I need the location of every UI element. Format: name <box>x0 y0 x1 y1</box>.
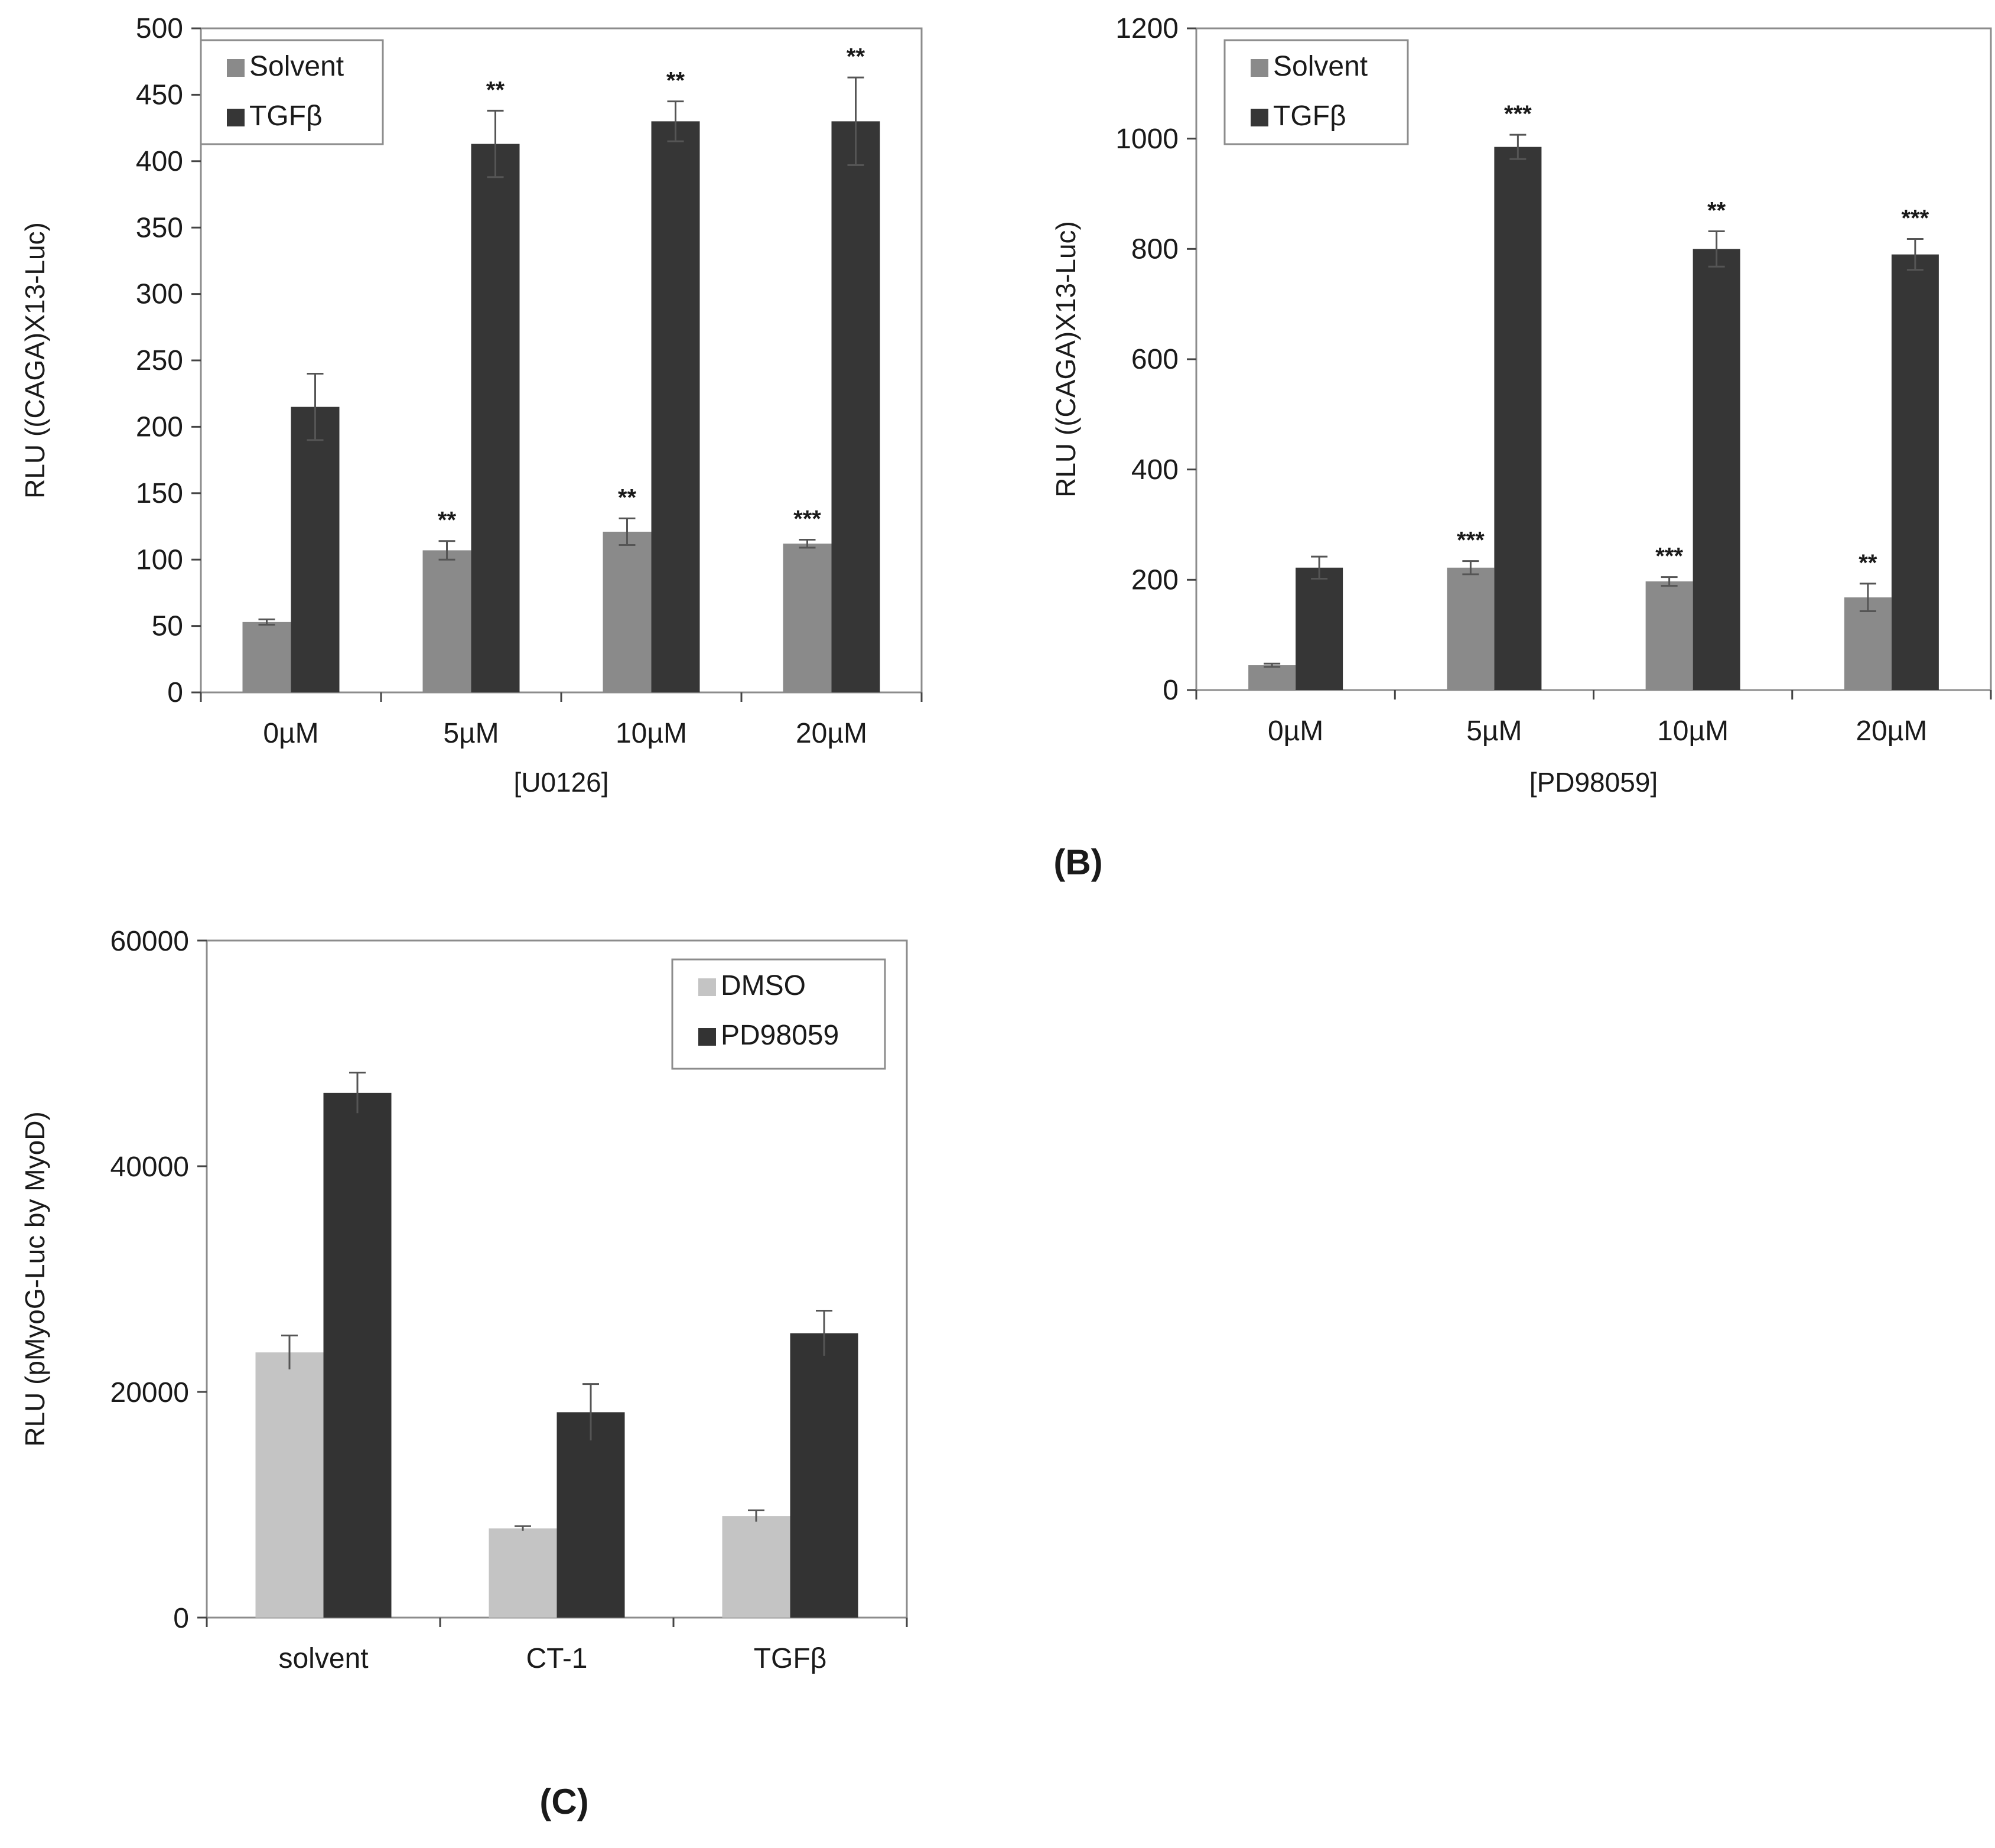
y-tick-label: 1000 <box>1115 123 1179 155</box>
legend-label: TGFβ <box>1273 100 1346 132</box>
bar-dmso-0 <box>255 1352 324 1618</box>
significance-mark: *** <box>1504 101 1532 127</box>
bar-pd98059-0 <box>323 1092 392 1618</box>
y-tick-label: 500 <box>136 13 183 44</box>
y-tick-label: 1200 <box>1115 13 1179 44</box>
legend-label: Solvent <box>249 51 344 82</box>
bar-tgf-0 <box>291 406 340 692</box>
legend-label: DMSO <box>721 970 806 1001</box>
x-axis-title: [U0126] <box>513 767 608 798</box>
panel-pd98059: 0200400600800100012000µM******5µM*****10… <box>1050 13 1992 798</box>
panel-myog: 0 20000 40000 60000 solvent CT-1 TGFβ RLU (pMyo… <box>19 926 908 1674</box>
legend-swatch <box>698 1028 716 1046</box>
y-tick-label: 0 <box>167 677 183 708</box>
y-tick-label: 200 <box>136 412 183 443</box>
panel-u0126: 0 50 100 150 200 250 300 350 400 450 500 0µM ** ** 5µM… <box>19 13 923 798</box>
y-tick-label: 350 <box>136 212 183 243</box>
legend-label: PD98059 <box>721 1020 839 1051</box>
y-tick-label: 40000 <box>110 1151 189 1183</box>
legend-box <box>1223 39 1409 145</box>
legend-swatch <box>227 59 245 77</box>
x-tick-label: 20µM <box>1856 715 1927 747</box>
legend-swatch <box>698 978 716 996</box>
significance-mark: ** <box>847 44 865 70</box>
x-tick-label: 0µM <box>1268 715 1323 747</box>
x-tick-label: CT-1 <box>526 1643 587 1674</box>
bar-pd98059-2 <box>790 1333 858 1618</box>
y-tick-label: 50 <box>152 611 183 642</box>
legend-box <box>671 958 886 1070</box>
x-tick-label: 5µM <box>443 718 499 749</box>
legend-label: TGFβ <box>249 100 323 132</box>
bar-tgf-3 <box>831 121 880 693</box>
y-tick-label: 250 <box>136 345 183 376</box>
y-tick-label: 200 <box>1131 564 1179 596</box>
y-tick-label: 100 <box>136 544 183 575</box>
y-tick-label: 450 <box>136 80 183 111</box>
y-tick-label: 600 <box>1131 344 1179 375</box>
significance-mark: *** <box>1655 544 1683 570</box>
significance-mark: *** <box>1457 528 1485 554</box>
bar-tgf-1 <box>471 144 520 693</box>
bar-tgf-0 <box>1296 567 1343 690</box>
bar-tgf-3 <box>1891 254 1939 691</box>
y-tick-label: 0 <box>1163 675 1179 706</box>
x-tick-label: solvent <box>278 1643 368 1674</box>
y-tick-label: 20000 <box>110 1377 189 1408</box>
y-tick-label: 60000 <box>110 926 189 957</box>
panel-label-c: (C) <box>539 1782 588 1821</box>
y-tick-label: 400 <box>136 146 183 177</box>
y-tick-label: 400 <box>1131 454 1179 486</box>
bar-solvent-3 <box>783 544 832 692</box>
bar-pd98059-1 <box>556 1412 625 1618</box>
significance-mark: ** <box>1707 197 1726 223</box>
significance-mark: ** <box>666 68 685 94</box>
y-tick-label: 800 <box>1131 233 1179 265</box>
bar-solvent-1 <box>422 550 471 692</box>
x-tick-label: 5µM <box>1466 715 1522 747</box>
significance-mark: *** <box>793 506 821 532</box>
bar-solvent-2 <box>1645 581 1693 690</box>
bar-solvent-1 <box>1447 567 1495 690</box>
legend-swatch <box>1251 109 1268 126</box>
bar-solvent-3 <box>1844 597 1892 690</box>
significance-mark: ** <box>438 507 457 533</box>
x-tick-label: 10µM <box>1657 715 1729 747</box>
bar-dmso-1 <box>489 1528 557 1618</box>
x-tick-label: 0µM <box>263 718 318 749</box>
bar-solvent-2 <box>603 531 652 692</box>
bar-tgf-2 <box>651 121 700 693</box>
legend-label: Solvent <box>1273 51 1368 82</box>
legend-swatch <box>1251 59 1268 77</box>
bar-solvent-0 <box>1248 665 1296 690</box>
panel-label-b: (B) <box>1053 842 1102 882</box>
legend-swatch <box>227 109 245 126</box>
significance-mark: *** <box>1902 206 1929 232</box>
x-axis-title: [PD98059] <box>1529 767 1658 798</box>
bar-dmso-2 <box>722 1516 790 1618</box>
y-tick-label: 0 <box>173 1603 189 1634</box>
x-tick-label: 10µM <box>616 718 687 749</box>
y-tick-label: 150 <box>136 478 183 509</box>
x-tick-label: 20µM <box>796 718 867 749</box>
y-tick-label: 300 <box>136 279 183 310</box>
y-axis-title: RLU (pMyoG-Luc by MyoD) <box>19 1111 50 1446</box>
x-tick-label: TGFβ <box>754 1643 827 1674</box>
bar-tgf-1 <box>1494 147 1542 690</box>
significance-mark: ** <box>618 485 637 511</box>
significance-mark: ** <box>486 77 505 103</box>
legend-box <box>200 39 384 145</box>
y-axis-title: RLU ((CAGA)X13-Luc) <box>1050 221 1081 497</box>
significance-mark: ** <box>1859 550 1877 576</box>
bar-solvent-0 <box>242 622 291 692</box>
y-axis-title: RLU ((CAGA)X13-Luc) <box>19 222 50 499</box>
bar-tgf-2 <box>1693 249 1740 690</box>
